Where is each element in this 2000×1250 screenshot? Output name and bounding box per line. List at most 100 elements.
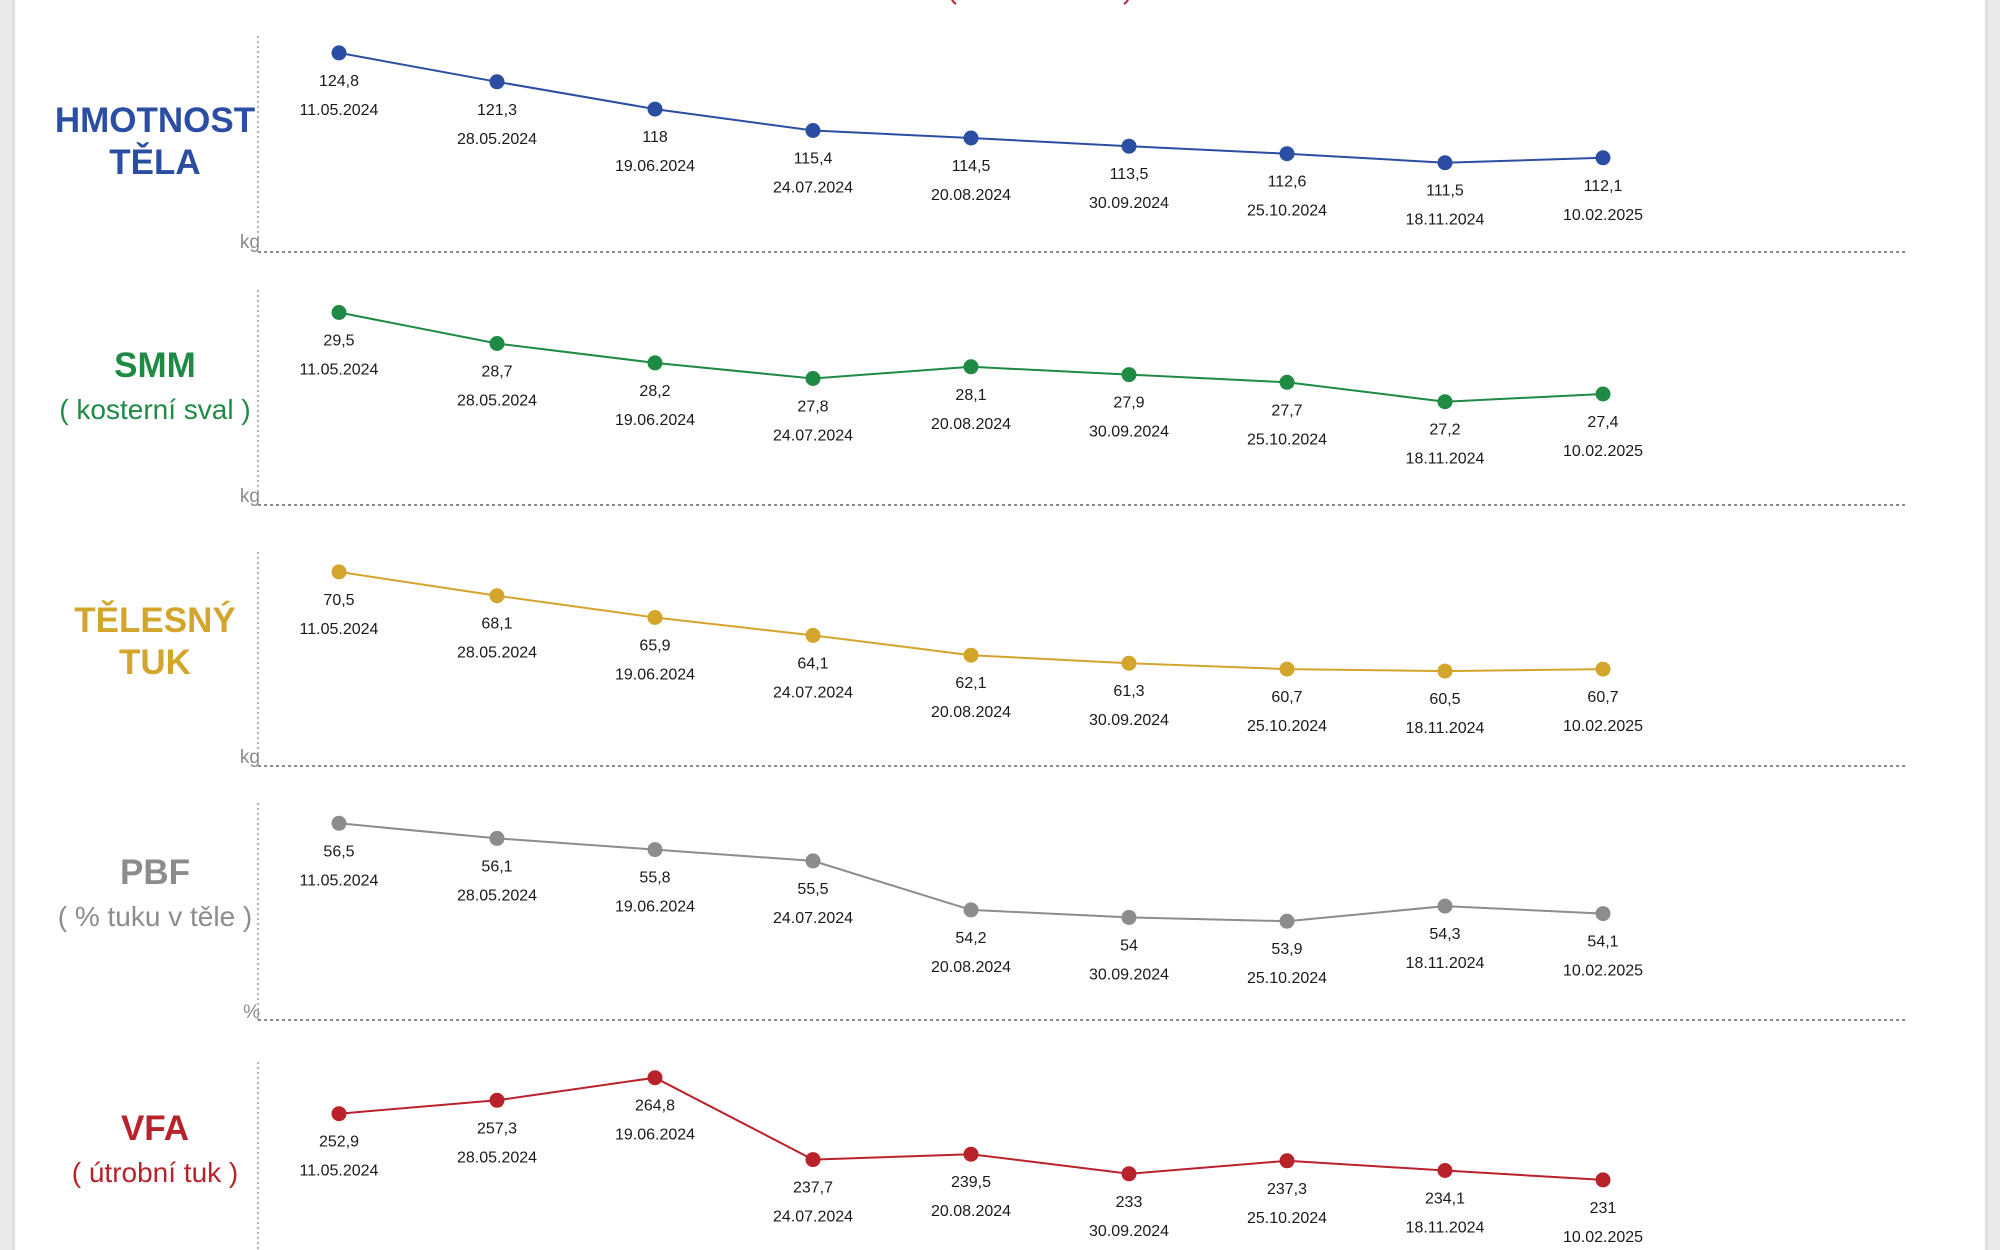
data-point: [805, 853, 821, 869]
data-point: [963, 902, 979, 918]
header-decoration: [951, 0, 1129, 5]
data-point: [1595, 906, 1611, 922]
x-tick-label: 25.10.2024: [1247, 970, 1327, 987]
x-tick-label: 18.11.2024: [1406, 451, 1485, 468]
data-label: 124,8: [319, 73, 359, 90]
data-point: [805, 1152, 821, 1168]
data-point: [1437, 898, 1453, 914]
x-tick-label: 30.09.2024: [1089, 424, 1169, 441]
data-label: 112,6: [1268, 174, 1307, 191]
x-tick-label: 10.02.2025: [1563, 207, 1643, 224]
data-point: [331, 45, 347, 61]
data-point: [1437, 663, 1453, 679]
x-tick-label: 11.05.2024: [300, 362, 379, 379]
chart-subtitle-pbf: ( % tuku v těle ): [57, 901, 253, 932]
data-point: [1595, 661, 1611, 677]
data-label: 252,9: [319, 1134, 359, 1151]
x-tick-label: 19.06.2024: [615, 899, 695, 916]
data-label: 118: [642, 129, 668, 146]
data-point: [1279, 661, 1295, 677]
data-label: 115,4: [794, 151, 833, 168]
x-tick-label: 11.05.2024: [300, 872, 379, 889]
x-tick-label: 19.06.2024: [615, 158, 695, 175]
x-tick-label: 10.02.2025: [1563, 1229, 1643, 1246]
data-label: 111,5: [1426, 183, 1464, 200]
x-tick-label: 25.10.2024: [1247, 718, 1327, 735]
data-point: [1437, 155, 1453, 171]
unit-label-telesny-tuk: kg: [239, 747, 260, 768]
data-point: [489, 336, 505, 351]
data-label: 234,1: [1425, 1191, 1465, 1208]
data-label: 237,7: [793, 1180, 833, 1197]
x-tick-label: 24.07.2024: [773, 910, 853, 927]
data-label: 54,1: [1587, 934, 1618, 951]
chart-title-smm: SMM: [114, 346, 196, 385]
data-point: [805, 627, 821, 643]
data-label: 114,5: [952, 158, 991, 175]
chart-title-pbf: PBF: [120, 853, 190, 892]
x-tick-label: 28.05.2024: [457, 1149, 537, 1166]
data-label: 54,2: [955, 930, 986, 947]
x-tick-label: 18.11.2024: [1406, 1220, 1485, 1237]
data-label: 27,9: [1113, 395, 1144, 412]
data-label: 60,5: [1429, 691, 1460, 708]
data-label: 28,2: [639, 383, 670, 400]
x-tick-label: 20.08.2024: [931, 704, 1011, 721]
data-point: [1595, 386, 1611, 402]
data-point: [1279, 374, 1295, 390]
chart-title-hmotnost: HMOTNOST TĚLA: [54, 101, 256, 182]
x-tick-label: 20.08.2024: [931, 187, 1011, 204]
data-label: 257,3: [477, 1120, 517, 1137]
unit-label-smm: kg: [239, 486, 260, 507]
data-label: 55,5: [797, 881, 828, 898]
data-point: [647, 610, 663, 625]
data-point: [1437, 1163, 1453, 1178]
data-point: [1121, 1166, 1137, 1182]
data-label: 61,3: [1113, 683, 1144, 700]
infographic-page: HMOTNOST TĚLA SMM ( kosterní sval ) TĚLE…: [12, 0, 1988, 1250]
chart-subtitle-vfa: ( útrobní tuk ): [71, 1157, 239, 1188]
data-label: 64,1: [797, 655, 828, 672]
data-label: 70,5: [323, 592, 354, 609]
x-tick-label: 30.09.2024: [1089, 1223, 1169, 1240]
x-tick-label: 18.11.2024: [1406, 720, 1485, 737]
data-label: 27,8: [797, 399, 828, 416]
x-tick-label: 30.09.2024: [1089, 712, 1169, 729]
x-tick-label: 10.02.2025: [1563, 718, 1643, 735]
data-point: [1437, 394, 1453, 410]
data-label: 28,1: [955, 387, 986, 404]
x-tick-label: 25.10.2024: [1247, 431, 1327, 448]
x-tick-label: 20.08.2024: [931, 416, 1011, 433]
data-label: 53,9: [1271, 941, 1302, 958]
data-point: [1121, 655, 1137, 671]
data-point: [1279, 146, 1295, 162]
x-tick-label: 18.11.2024: [1406, 955, 1485, 972]
data-point: [1279, 1153, 1295, 1169]
data-point: [805, 371, 821, 386]
data-point: [963, 647, 979, 663]
data-label: 264,8: [635, 1098, 675, 1115]
data-point: [489, 830, 505, 846]
data-label: 112,1: [1584, 178, 1623, 195]
data-label: 231: [1590, 1200, 1617, 1217]
x-tick-label: 24.07.2024: [773, 1209, 853, 1226]
data-label: 27,4: [1587, 414, 1618, 431]
data-label: 55,8: [639, 870, 670, 887]
data-point: [805, 123, 821, 138]
data-label: 121,3: [477, 102, 517, 119]
data-point: [1595, 150, 1611, 166]
data-label: 68,1: [481, 616, 512, 633]
data-point: [963, 1146, 979, 1162]
x-tick-label: 20.08.2024: [931, 1203, 1011, 1220]
data-point: [489, 1092, 505, 1108]
data-label: 28,7: [481, 364, 512, 381]
data-point: [963, 130, 979, 146]
data-point: [1595, 1172, 1611, 1188]
data-point: [1121, 367, 1137, 383]
x-tick-label: 28.05.2024: [457, 887, 537, 904]
x-tick-label: 19.06.2024: [615, 1127, 695, 1144]
x-tick-label: 11.05.2024: [300, 1163, 379, 1180]
x-tick-label: 24.07.2024: [773, 180, 853, 197]
chart-title-telesny-tuk: TĚLESNÝ TUK: [74, 601, 236, 682]
